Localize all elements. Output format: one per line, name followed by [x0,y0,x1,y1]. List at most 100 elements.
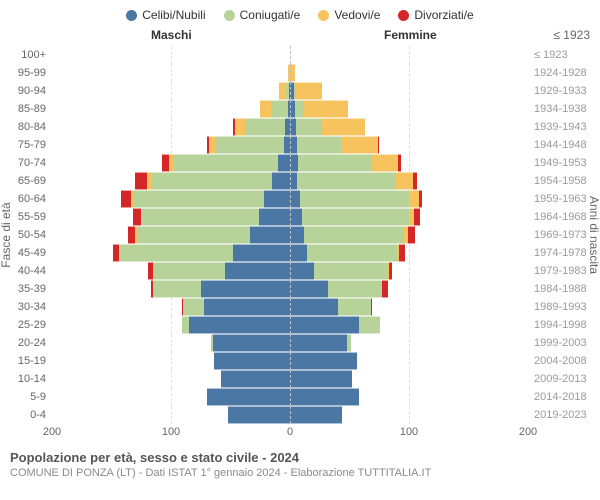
seg-cel [189,316,290,334]
seg-ved [372,154,398,172]
seg-con [245,118,285,136]
legend-label: Divorziati/e [414,8,473,22]
seg-con [295,100,303,118]
bar-female [290,136,528,154]
seg-div [133,208,141,226]
seg-con [151,172,272,190]
age-label: 85-89 [10,100,52,118]
seg-cel [290,316,359,334]
pyramid-row: 95-991924-1928 [10,64,590,82]
seg-cel [290,280,328,298]
year-label: 1984-1988 [528,280,590,298]
pyramid-row: 25-291994-1998 [10,316,590,334]
seg-cel [228,406,290,424]
pyramid-row: 35-39 1984-1988 [10,280,590,298]
seg-div [382,280,388,298]
population-pyramid-chart: Celibi/NubiliConiugati/eVedovi/eDivorzia… [0,0,600,500]
seg-cel [290,370,352,388]
bar-male [52,316,290,334]
seg-ved [342,136,378,154]
year-label: 1929-1933 [528,82,590,100]
age-label: 65-69 [10,172,52,190]
seg-con [215,136,284,154]
age-label: 25-29 [10,316,52,334]
bar-area [52,118,528,136]
pyramid-row: 75-791944-1948 [10,136,590,154]
seg-div [399,244,405,262]
age-label: 35-39 [10,280,52,298]
seg-div [419,190,423,208]
x-axis: 2001000100200 [10,426,590,442]
y-axis-left-title: Fasce di età [0,202,13,267]
age-label: 55-59 [10,208,52,226]
seg-div [389,262,393,280]
bar-male [52,172,290,190]
bar-area [52,280,528,298]
pyramid-row: 5-9 2014-2018 [10,388,590,406]
seg-cel [213,334,290,352]
age-label: 45-49 [10,244,52,262]
y-axis-right-title: Anni di nascita [587,196,600,274]
age-label: 40-44 [10,262,52,280]
age-label: 60-64 [10,190,52,208]
year-label: 2004-2008 [528,352,590,370]
seg-cel [278,154,290,172]
bar-male [52,190,290,208]
bar-female [290,82,528,100]
bar-male [52,262,290,280]
bar-rows: 100+≤ 192395-991924-192890-941929-193385… [10,46,590,424]
bar-area [52,172,528,190]
bar-male [52,208,290,226]
header-male: Maschi [151,28,192,42]
bar-area [52,298,528,316]
pyramid-row: 65-691954-1958 [10,172,590,190]
header-female: Femmine [384,28,437,42]
seg-con [182,316,189,334]
year-label: ≤ 1923 [528,46,590,64]
bar-female [290,226,528,244]
seg-div [135,172,147,190]
year-label: 2009-2013 [528,370,590,388]
seg-ved [409,190,419,208]
age-label: 15-19 [10,352,52,370]
seg-div [413,172,418,190]
column-headers: Maschi Femmine ≤ 1923 [10,28,590,44]
bar-area [52,46,528,64]
bar-female [290,118,528,136]
x-tick: 100 [162,426,180,438]
seg-cel [290,172,297,190]
seg-con [338,298,371,316]
seg-cel [233,244,290,262]
year-label: 2014-2018 [528,388,590,406]
seg-div [398,154,400,172]
seg-con [173,154,278,172]
bar-male [52,334,290,352]
pyramid-row: 70-741949-1953 [10,154,590,172]
bar-area [52,406,528,424]
bar-female [290,370,528,388]
pyramid-row: 80-841939-1943 [10,118,590,136]
age-label: 90-94 [10,82,52,100]
header-year-top: ≤ 1923 [553,28,590,42]
pyramid-row: 0-42019-2023 [10,406,590,424]
seg-cel [290,406,342,424]
seg-cel [272,172,290,190]
caption-title: Popolazione per età, sesso e stato civil… [10,450,590,465]
bar-area [52,370,528,388]
bar-male [52,154,290,172]
year-label: 1949-1953 [528,154,590,172]
seg-cel [264,190,290,208]
seg-con [296,118,322,136]
caption-subtitle: COMUNE DI PONZA (LT) - Dati ISTAT 1° gen… [10,467,590,479]
seg-cel [225,262,290,280]
bar-area [52,100,528,118]
year-label: 2019-2023 [528,406,590,424]
bar-female [290,388,528,406]
age-label: 5-9 [10,388,52,406]
seg-con [302,208,409,226]
seg-div [371,298,372,316]
bar-male [52,82,290,100]
bar-female [290,154,528,172]
year-label: 1944-1948 [528,136,590,154]
age-label: 10-14 [10,370,52,388]
